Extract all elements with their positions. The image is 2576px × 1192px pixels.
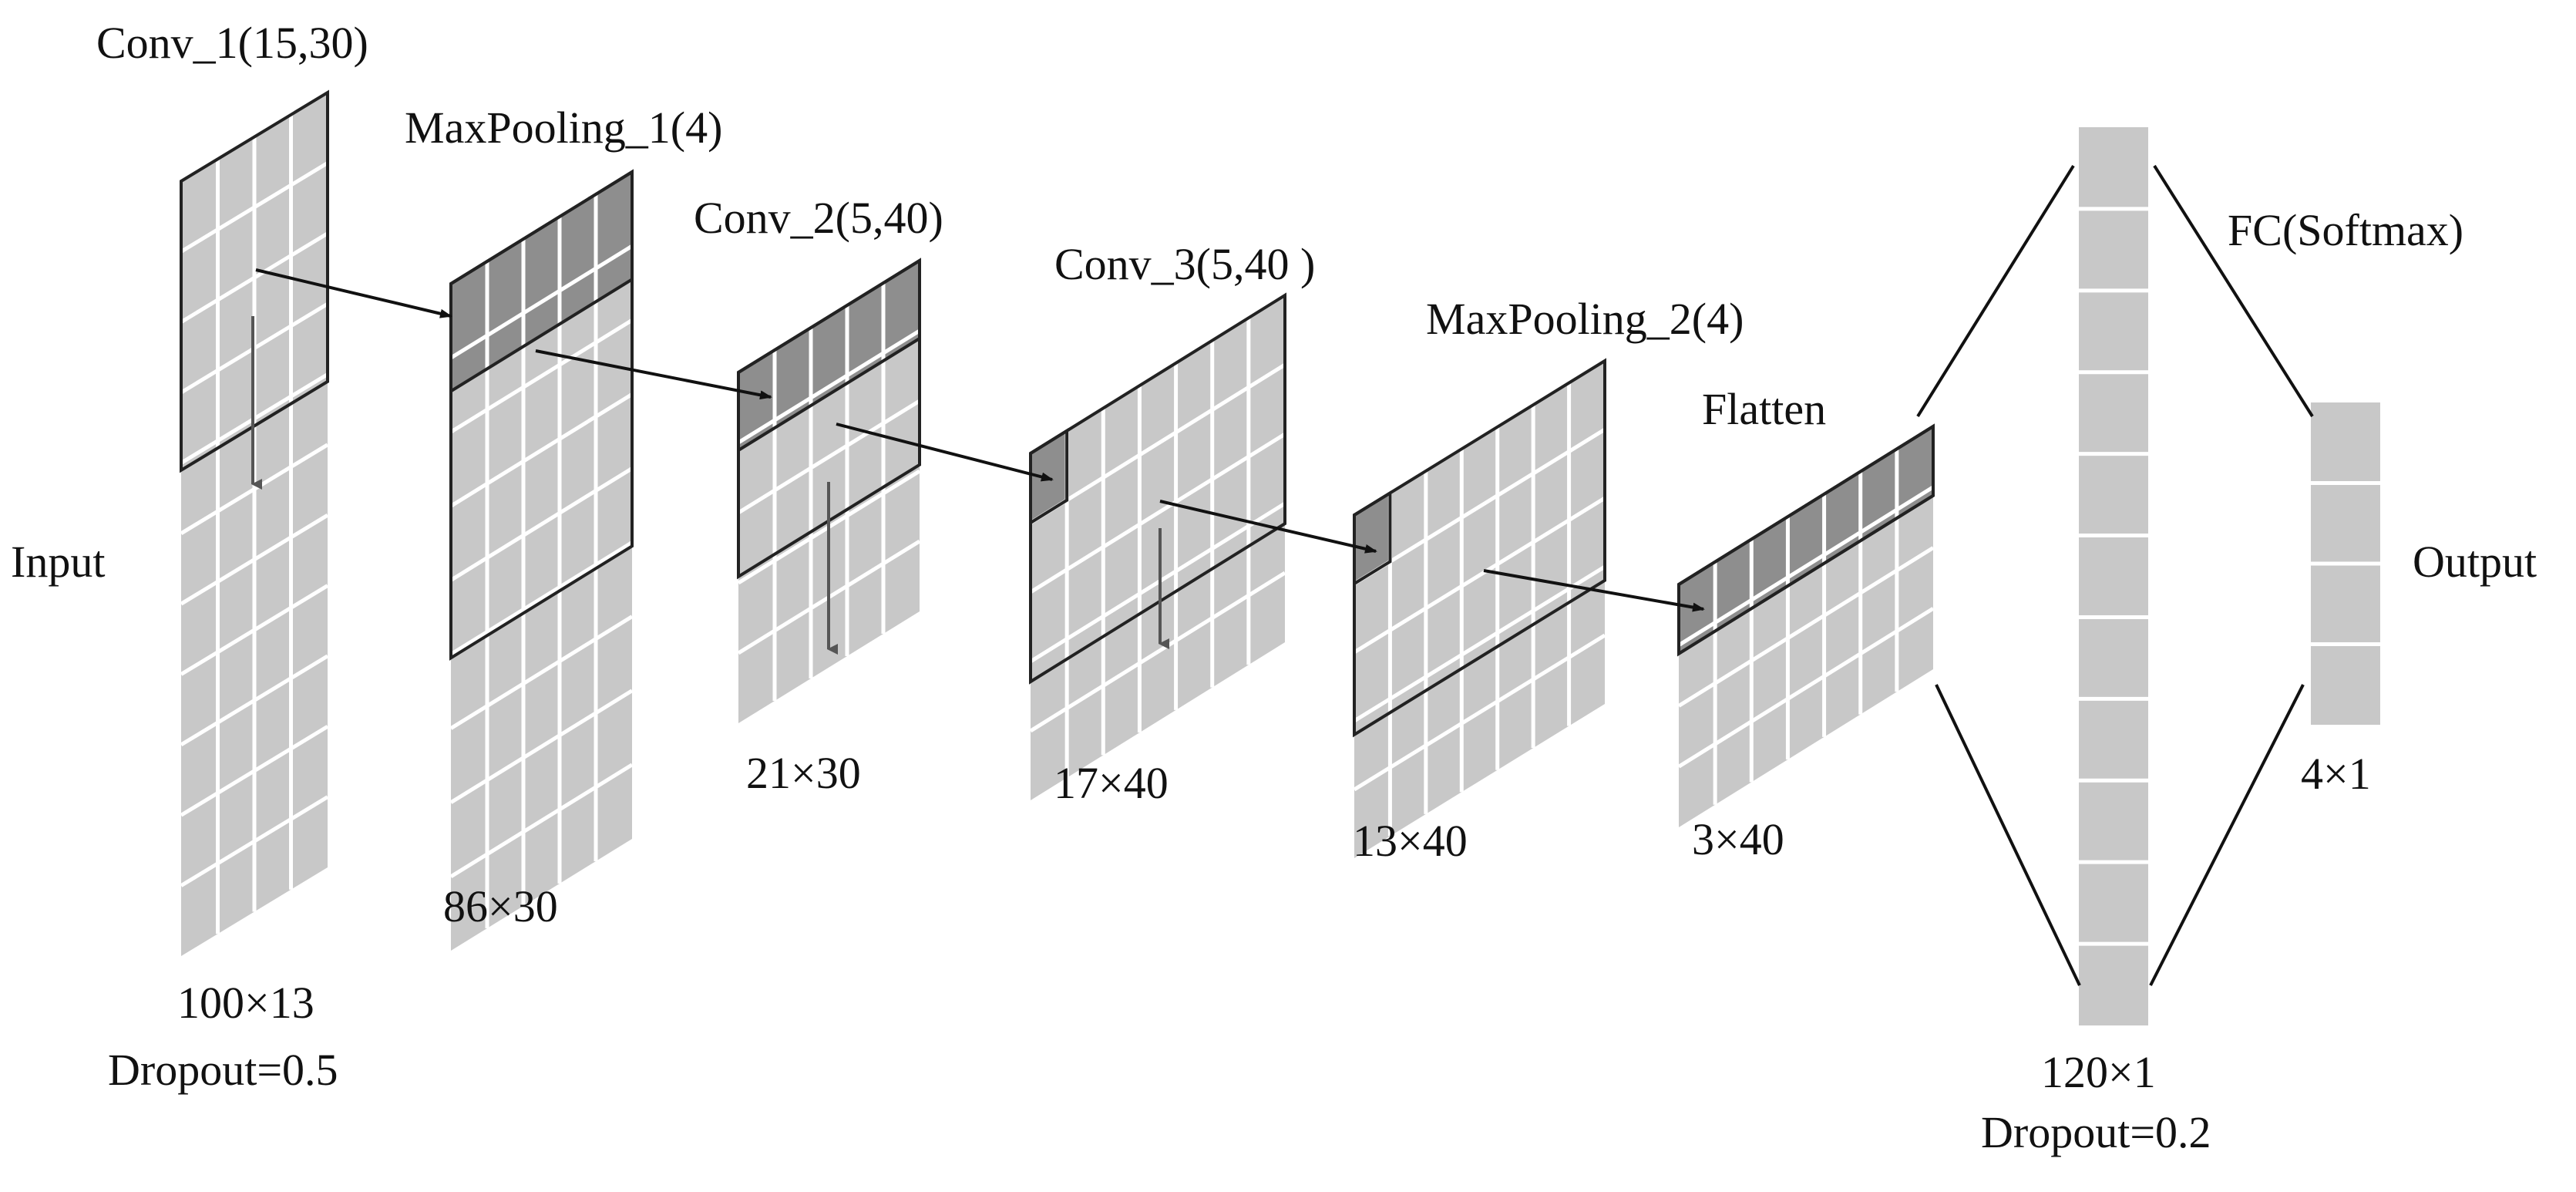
labels: Input Output Conv_1(15,30) MaxPooling_1(… [11, 18, 2537, 1157]
arrow-conv2-to-conv3 [836, 423, 1054, 482]
maxpool1-label: MaxPooling_1(4) [405, 103, 722, 153]
grid-line [1353, 633, 1606, 792]
maxpool1-layer-sheet [451, 172, 632, 951]
input-dims-label: 100×13 [177, 978, 314, 1028]
flatten-to-dense-bottom-line [1935, 684, 2081, 986]
conv2-dims-label: 21×30 [746, 748, 861, 798]
grid-line [1353, 496, 1606, 655]
connector-lines [1916, 164, 2314, 986]
grid-line [1677, 485, 1935, 647]
grid-line [1677, 546, 1935, 708]
maxpool2-label: MaxPooling_2(4) [1426, 294, 1744, 344]
input-layer-window-frame [180, 89, 329, 473]
output-label: Output [2413, 537, 2537, 587]
flatten-layer-kernel-highlight [1679, 426, 1933, 654]
conv3-label: Conv_3(5,40 ) [1054, 239, 1315, 289]
grid-line [1029, 501, 1286, 664]
grid-line [449, 318, 634, 434]
conv1-label: Conv_1(15,30) [96, 18, 368, 68]
conv2-label: Conv_2(5,40) [694, 193, 943, 243]
dense-dims-label: 120×1 [2041, 1047, 2156, 1097]
conv2-layer-kernel-highlight [738, 261, 920, 451]
grid-line [449, 244, 634, 360]
grid-line [180, 795, 329, 887]
output-dims-label: 4×1 [2301, 749, 2371, 799]
maxpool2-layer-kernel-highlight [1354, 493, 1391, 584]
arrow-pool2-to-flatten [1483, 569, 1705, 612]
dense-to-output-bottom-line [2149, 684, 2305, 986]
grid-line [1353, 427, 1606, 586]
dense-dropout-label: Dropout=0.2 [1981, 1107, 2211, 1157]
conv3-layer-window-frame [1029, 292, 1286, 685]
grid-line [449, 540, 634, 656]
maxpool2-layer [1353, 358, 1606, 858]
fc-label: FC(Softmax) [2228, 205, 2463, 255]
output-layer-column [2311, 402, 2380, 725]
flow-arrows [251, 268, 1705, 655]
maxpool1-dims-label: 86×30 [443, 881, 558, 931]
grid-line [449, 466, 634, 582]
flatten-to-dense-top-line [1916, 164, 2075, 418]
grid-line [1353, 564, 1606, 723]
grid-line [737, 399, 921, 515]
grid-line [180, 231, 329, 324]
arrow-pool1-to-conv2 [535, 349, 772, 400]
grid-line [1677, 607, 1935, 769]
input-dropout-label: Dropout=0.5 [108, 1045, 338, 1095]
flatten-label: Flatten [1702, 384, 1826, 434]
dense-layer-bar [2079, 127, 2148, 1025]
grid-line [1029, 362, 1286, 525]
arrow-conv3-to-pool2 [1159, 500, 1377, 554]
flatten-layer-window-frame [1677, 423, 1935, 657]
arrow-conv1-to-pool1 [255, 268, 452, 318]
maxpool1-layer-kernel-highlight [451, 172, 632, 392]
grid-line [1029, 571, 1286, 733]
grid-line [180, 514, 329, 606]
grid-line [180, 654, 329, 747]
grid-line [449, 392, 634, 508]
maxpool2-dims-label: 13×40 [1353, 816, 1468, 866]
flatten-layer [1677, 423, 1935, 827]
dense-layer-column [2079, 127, 2148, 1025]
grid-line [737, 328, 921, 445]
maxpool2-layer-sheet [1354, 361, 1605, 858]
conv2-layer-window-frame [737, 258, 921, 580]
grid-line [1029, 432, 1286, 594]
grid-line [449, 615, 634, 730]
grid-line [180, 725, 329, 817]
maxpool1-layer [449, 169, 634, 951]
grid-line [449, 689, 634, 804]
grid-line [180, 161, 329, 254]
input-layer [180, 89, 329, 956]
conv3-layer-sheet [1031, 295, 1285, 800]
flatten-dims-label: 3×40 [1692, 814, 1784, 864]
grid-line [449, 763, 634, 879]
conv3-layer [1029, 292, 1286, 800]
maxpool1-layer-window-frame [449, 169, 634, 661]
dense-to-output-top-line [2153, 164, 2314, 418]
grid-line [180, 584, 329, 676]
maxpool2-layer-window-frame [1353, 358, 1606, 738]
input-label: Input [11, 537, 105, 587]
conv3-dims-label: 17×40 [1054, 758, 1169, 808]
